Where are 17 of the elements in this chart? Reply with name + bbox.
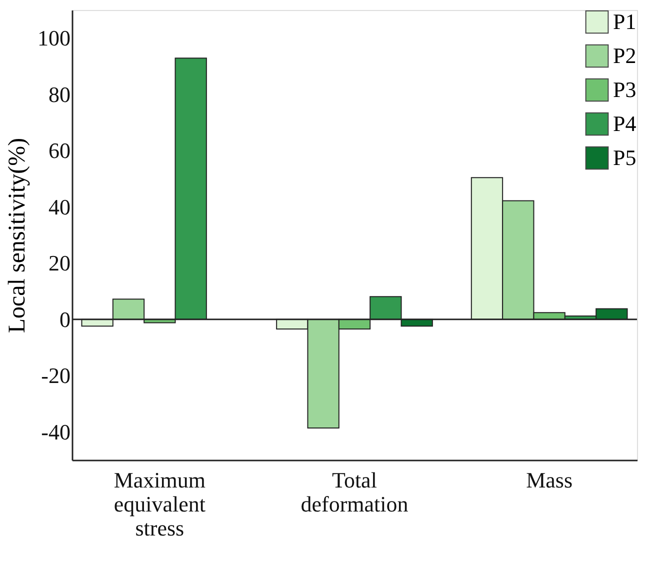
y-tick-label: 60 (48, 138, 70, 164)
y-tick-label: 80 (48, 82, 70, 107)
legend-label: P5 (613, 145, 636, 170)
legend-label: P4 (613, 111, 636, 136)
y-tick-label: -20 (41, 363, 70, 388)
y-tick-label: 100 (38, 26, 70, 51)
y-tick-label: 40 (48, 194, 70, 220)
y-tick-label: 20 (48, 250, 70, 276)
x-tick-label: Total deformation (300, 468, 408, 516)
y-tick-label: -40 (41, 419, 70, 444)
legend-label: P1 (613, 9, 636, 34)
y-axis-title: Local sensitivity(%) (4, 138, 30, 334)
y-tick-label: 0 (60, 306, 70, 332)
legend-label: P2 (613, 43, 636, 68)
x-tick-label: Maximum equivalent stress (114, 468, 206, 540)
x-tick-label: Mass (526, 468, 573, 492)
legend-label: P3 (613, 77, 636, 102)
